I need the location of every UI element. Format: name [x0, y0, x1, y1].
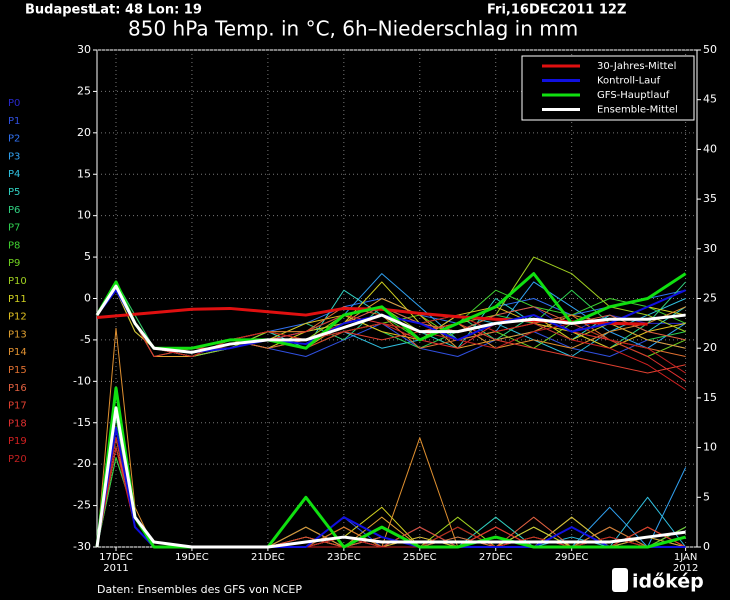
location: Budapest — [25, 3, 94, 18]
member-legend: P11 — [8, 294, 27, 305]
x-tick-label: 27DEC — [479, 552, 513, 563]
member-legend: P13 — [8, 329, 27, 340]
member-legend: P3 — [8, 151, 20, 162]
member-legend: P0 — [8, 98, 20, 109]
y2-tick-label: 15 — [703, 391, 717, 404]
coords: Lat: 48 Lon: 19 — [92, 3, 202, 18]
y2-tick-label: 25 — [703, 292, 717, 305]
legend-label: 30-Jahres-Mittel — [597, 61, 676, 72]
y-tick-label: -30 — [73, 540, 91, 553]
series-precip-line — [95, 406, 686, 549]
logo-icon — [612, 568, 628, 592]
member-legend: P20 — [8, 454, 27, 465]
y-tick-label: 15 — [77, 167, 91, 180]
y2-tick-label: 30 — [703, 242, 717, 255]
member-legend: P8 — [8, 240, 20, 251]
member-legend: P16 — [8, 383, 27, 394]
logo: időkép — [632, 571, 704, 593]
y-tick-label: -25 — [73, 499, 91, 512]
y-tick-label: -20 — [73, 457, 91, 470]
legend-label: Kontroll-Lauf — [597, 76, 661, 87]
member-legend: P9 — [8, 258, 20, 269]
member-legend: P14 — [8, 347, 27, 358]
member-legend: P4 — [8, 169, 20, 180]
x-tick-label: 25DEC — [403, 552, 437, 563]
y2-tick-label: 5 — [703, 490, 710, 503]
x-tick-label: 23DEC — [327, 552, 361, 563]
y-tick-label: 0 — [84, 292, 91, 305]
y2-tick-label: 20 — [703, 341, 717, 354]
member-legend: P19 — [8, 436, 27, 447]
y2-tick-label: 50 — [703, 43, 717, 56]
member-legend: P10 — [8, 276, 27, 287]
legend-label: Ensemble-Mittel — [597, 105, 678, 116]
y2-tick-label: 35 — [703, 192, 717, 205]
member-legend: P12 — [8, 312, 27, 323]
y-tick-label: 20 — [77, 126, 91, 139]
series-precip-line — [95, 386, 686, 549]
x-tick-label: 21DEC — [251, 552, 285, 563]
y-tick-label: 5 — [84, 250, 91, 263]
legend-label: GFS-Hauptlauf — [597, 90, 670, 101]
y2-tick-label: 45 — [703, 93, 717, 106]
y-tick-label: -5 — [80, 333, 91, 346]
x-tick-label: 29DEC — [555, 552, 589, 563]
x-tick-year: 2011 — [103, 563, 128, 574]
member-legend: P15 — [8, 365, 27, 376]
source: Daten: Ensembles des GFS von NCEP — [97, 583, 302, 596]
y-tick-label: 10 — [77, 209, 91, 222]
chart-title: 850 hPa Temp. in °C, 6h–Niederschlag in … — [128, 17, 578, 41]
x-tick-label: 1JAN — [674, 552, 697, 563]
date: Fri,16DEC2011 12Z — [487, 3, 626, 18]
y-tick-label: 30 — [77, 43, 91, 56]
member-legend: P1 — [8, 116, 20, 127]
member-legend: P2 — [8, 134, 20, 145]
x-tick-label: 17DEC — [99, 552, 133, 563]
y2-tick-label: 40 — [703, 142, 717, 155]
x-tick-label: 19DEC — [175, 552, 209, 563]
x-tick-year: 2012 — [673, 563, 698, 574]
y2-tick-label: 0 — [703, 540, 710, 553]
series-temp-line — [95, 284, 686, 354]
y-tick-label: 25 — [77, 84, 91, 97]
member-legend: P17 — [8, 401, 27, 412]
member-legend: P5 — [8, 187, 20, 198]
member-legend: P6 — [8, 205, 20, 216]
member-legend: P18 — [8, 418, 27, 429]
y2-tick-label: 10 — [703, 441, 717, 454]
member-legend: P7 — [8, 223, 20, 234]
y-tick-label: -15 — [73, 416, 91, 429]
y-tick-label: -10 — [73, 374, 91, 387]
